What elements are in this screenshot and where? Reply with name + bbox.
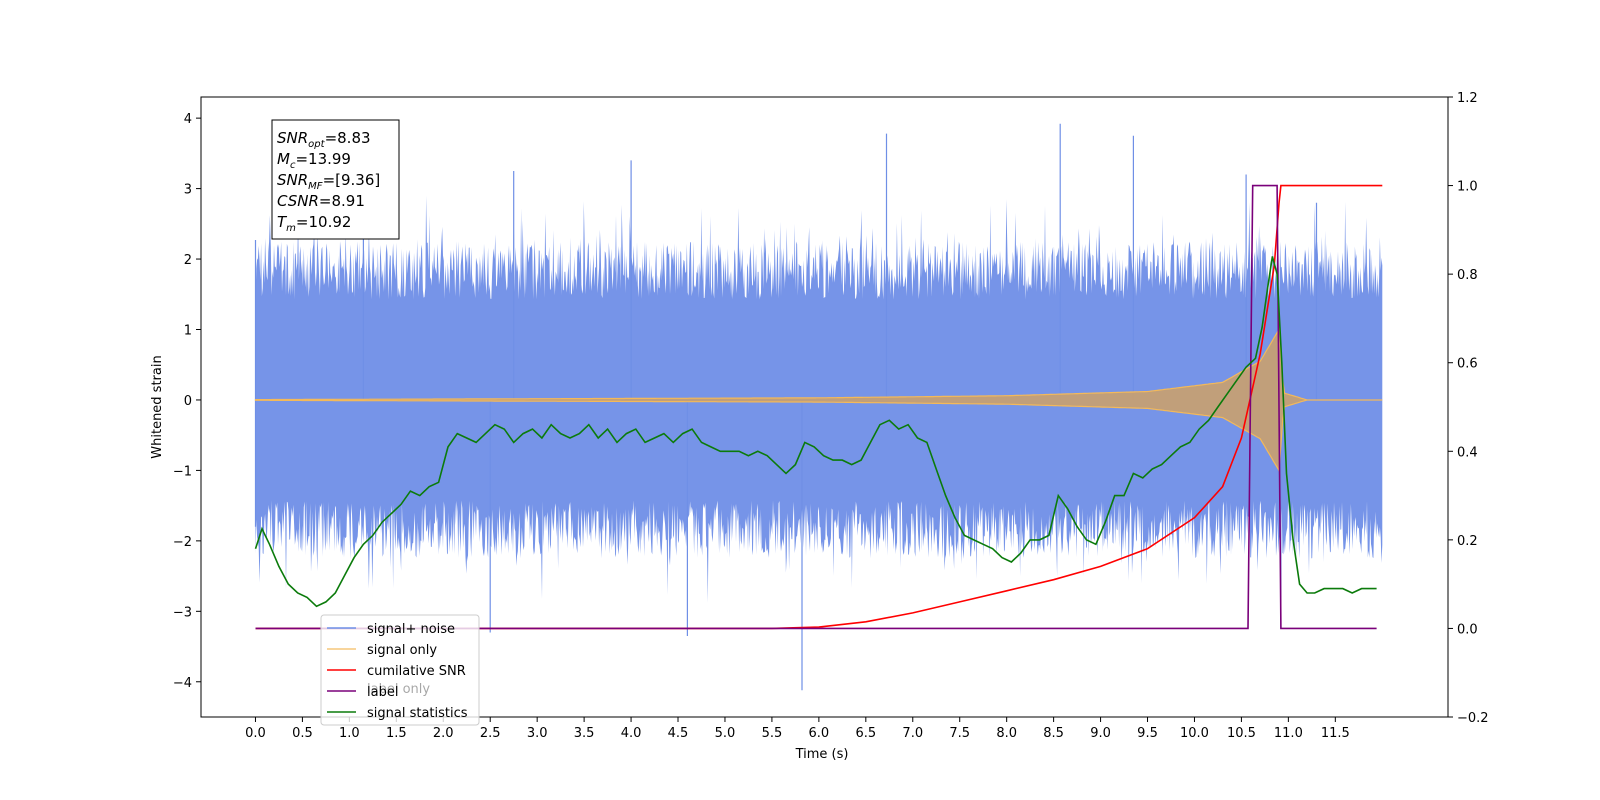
info-main: SNR bbox=[277, 129, 308, 147]
info-box: SNRopt=8.83Mc=13.99SNRMF=[9.36]CSNR=8.91… bbox=[271, 119, 400, 240]
x-tick-label: 5.0 bbox=[715, 726, 736, 741]
legend: signal+ noise signal only cumilative SNR la… bbox=[320, 614, 480, 726]
x-tick-label: 8.0 bbox=[996, 726, 1017, 741]
x-tick-label: 6.5 bbox=[855, 726, 876, 741]
x-tick-label: 4.5 bbox=[668, 726, 689, 741]
x-tick-label: 9.5 bbox=[1137, 726, 1158, 741]
info-main: T bbox=[277, 213, 288, 231]
y-left-tick-label: −3 bbox=[173, 605, 192, 620]
x-tick-label: 2.5 bbox=[480, 726, 501, 741]
info-box-line: SNRMF=[9.36] bbox=[277, 171, 380, 192]
x-tick-label: 2.0 bbox=[433, 726, 454, 741]
info-value: =8.83 bbox=[325, 129, 371, 147]
plot-area bbox=[254, 123, 1383, 691]
info-value: =13.99 bbox=[295, 150, 351, 168]
legend-label: signal only bbox=[367, 643, 437, 658]
info-value: =8.91 bbox=[319, 192, 365, 210]
x-tick-label: 1.5 bbox=[386, 726, 407, 741]
y-left-tick-label: 1 bbox=[184, 324, 192, 339]
x-tick-label: 3.0 bbox=[527, 726, 548, 741]
y-right-tick-label: 1.0 bbox=[1457, 180, 1478, 195]
series-signal-statistics bbox=[254, 256, 1377, 608]
x-tick-label: 9.0 bbox=[1090, 726, 1111, 741]
y-axis-title: Whitened strain bbox=[150, 355, 165, 458]
info-value: =10.92 bbox=[296, 213, 352, 231]
legend-label: label bbox=[367, 685, 398, 700]
y-right-tick-label: 0.2 bbox=[1457, 534, 1478, 549]
info-main: M bbox=[277, 150, 290, 168]
y-axis-right: −0.2 0.0 0.2 0.4 0.6 0.8 1.0 1.2 bbox=[1448, 91, 1489, 726]
legend-label: signal+ noise bbox=[367, 622, 455, 637]
x-tick-label: 6.0 bbox=[809, 726, 830, 741]
x-tick-label: 7.5 bbox=[949, 726, 970, 741]
y-right-tick-label: 0.6 bbox=[1457, 357, 1478, 372]
y-left-tick-label: 2 bbox=[184, 253, 192, 268]
y-left-tick-label: 4 bbox=[184, 112, 192, 127]
y-left-tick-label: −1 bbox=[173, 464, 192, 479]
x-tick-label: 7.0 bbox=[902, 726, 923, 741]
y-axis-left: −4 −3 −2 −1 0 1 2 3 4 bbox=[173, 112, 201, 691]
y-right-tick-label: 1.2 bbox=[1457, 91, 1478, 106]
y-left-tick-label: −2 bbox=[173, 535, 192, 550]
x-tick-label: 8.5 bbox=[1043, 726, 1064, 741]
x-tick-label: 11.5 bbox=[1321, 726, 1350, 741]
x-tick-label: 3.5 bbox=[574, 726, 595, 741]
info-sub: c bbox=[290, 160, 296, 171]
info-box-line: SNRopt=8.83 bbox=[277, 129, 371, 150]
info-main: SNR bbox=[277, 171, 308, 189]
x-axis: 0.0 0.5 1.0 1.5 2.0 2.5 3.0 3.5 4.0 4.5 5.0 5.5 6.0 6… bbox=[245, 717, 1350, 741]
x-tick-label: 11.0 bbox=[1274, 726, 1303, 741]
info-box-line: CSNR=8.91 bbox=[277, 192, 365, 210]
info-value: =[9.36] bbox=[323, 171, 381, 189]
x-tick-label: 10.5 bbox=[1227, 726, 1256, 741]
info-box-line: Tm=10.92 bbox=[277, 213, 351, 234]
y-right-tick-label: −0.2 bbox=[1457, 711, 1489, 726]
info-sub: opt bbox=[308, 139, 325, 150]
info-sub: m bbox=[286, 223, 296, 234]
axes-frame bbox=[200, 96, 1449, 718]
x-tick-label: 4.0 bbox=[621, 726, 642, 741]
series-label bbox=[255, 184, 1377, 630]
info-main: CSNR bbox=[277, 192, 319, 210]
legend-label: signal statistics bbox=[367, 706, 468, 721]
info-box-frame bbox=[271, 119, 400, 240]
x-tick-label: 0.5 bbox=[292, 726, 313, 741]
series-signal-noise-line bbox=[254, 123, 1318, 691]
info-sub: MF bbox=[308, 181, 323, 192]
legend-label: cumilative SNR bbox=[367, 664, 466, 679]
y-left-tick-label: 0 bbox=[184, 394, 192, 409]
x-axis-title: Time (s) bbox=[795, 747, 849, 762]
x-tick-label: 0.0 bbox=[245, 726, 266, 741]
x-tick-label: 10.0 bbox=[1180, 726, 1209, 741]
legend-frame bbox=[320, 614, 480, 726]
x-tick-label: 1.0 bbox=[339, 726, 360, 741]
y-left-tick-label: 3 bbox=[184, 183, 192, 198]
series-signal-only bbox=[254, 327, 1383, 473]
y-right-tick-label: 0.4 bbox=[1457, 445, 1478, 460]
y-right-tick-label: 0.8 bbox=[1457, 268, 1478, 283]
x-tick-label: 5.5 bbox=[762, 726, 783, 741]
y-left-tick-label: −4 bbox=[173, 676, 192, 691]
series-cumilative-snr bbox=[255, 184, 1383, 630]
legend-label-hidden: label only bbox=[367, 682, 430, 697]
y-right-tick-label: 0.0 bbox=[1457, 622, 1478, 637]
info-box-line: Mc=13.99 bbox=[277, 150, 351, 171]
